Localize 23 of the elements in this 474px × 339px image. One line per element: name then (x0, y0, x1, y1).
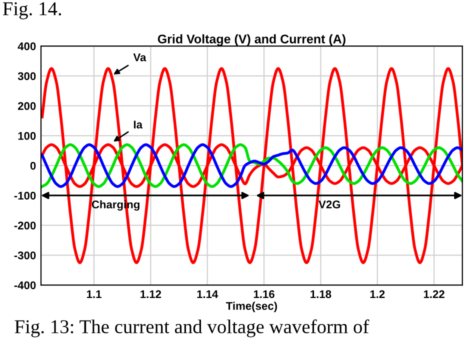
x-tick-label: 1.16 (254, 290, 274, 298)
annotation: Ia (134, 120, 143, 128)
y-tick-label: -400 (14, 281, 36, 290)
x-tick-label: 1.22 (424, 290, 444, 298)
annotation: Va (133, 54, 146, 62)
y-tick-label: 100 (18, 132, 36, 140)
y-tick-label: 0 (30, 162, 36, 170)
caption: Fig. 13: The current and voltage waveform of (14, 319, 370, 338)
x-tick-label: 1.14 (197, 290, 218, 298)
annotation: V2G (318, 200, 340, 208)
x-tick-label: 1.1 (86, 290, 102, 298)
y-tick-label: 200 (18, 102, 36, 110)
y-tick-label: -200 (14, 222, 36, 230)
caption: Fig. 14. (2, 2, 62, 20)
x-tick-label: 1.12 (140, 290, 162, 298)
y-tick-label: -100 (14, 192, 36, 200)
chart-title: Grid Voltage (V) and Current (A) (158, 34, 346, 46)
y-tick-label: 300 (18, 72, 36, 80)
x-tick-label: 1.18 (310, 290, 332, 298)
x-tick-label: 1.2 (370, 290, 385, 298)
y-tick-label: -300 (14, 251, 36, 260)
y-tick-label: 400 (18, 42, 36, 50)
x-axis-title: Time(sec) (226, 302, 277, 312)
